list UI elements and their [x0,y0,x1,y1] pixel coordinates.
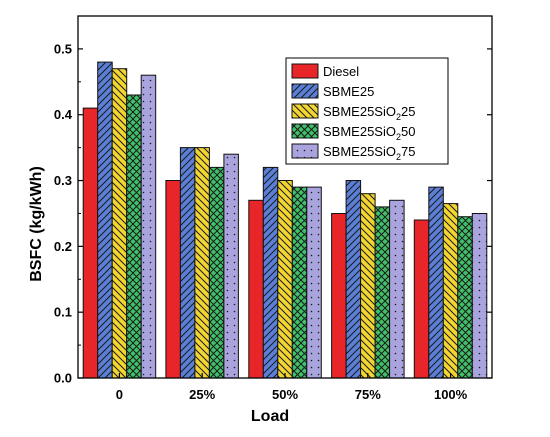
bar-2-2 [179,147,196,379]
bar-4-5 [457,216,473,379]
y-axis-title: BSFC (kg/kWh) [28,166,45,282]
legend-label-4: SBME25SiO250 [323,124,415,142]
bar-2-4 [345,180,362,379]
bar-4-3 [291,186,308,379]
bar-4-4 [374,206,391,379]
legend-label-5: SBME25SiO275 [323,144,415,162]
legend-swatch-2 [291,83,319,99]
x-tick-label: 0 [116,387,123,402]
bar-5-4 [389,199,405,379]
x-tick-label: 100% [434,387,468,402]
y-tick-label: 0.1 [54,305,72,320]
y-tick-label: 0.0 [54,371,72,386]
bar-4-1 [126,94,142,379]
bar-1-1 [82,107,99,379]
axes: 0.0 0.1 0.2 0.3 0.4 0.5 0 25% 50% 75% 100% [54,15,493,402]
bar-1-4 [331,213,347,379]
bar-3-1 [111,68,128,379]
legend-label-2: SBME25 [323,84,374,99]
x-tick-label: 75% [355,387,381,402]
bar-2-3 [262,166,279,379]
bar-3-2 [194,147,210,379]
y-tick-label: 0.3 [54,173,72,188]
bar-3-3 [277,180,293,379]
y-tick-label: 0.4 [54,107,73,122]
y-tick-label: 0.5 [54,41,72,56]
bar-2-5 [428,186,444,379]
legend-swatch-4 [291,123,319,139]
y-tick-label: 0.2 [54,239,72,254]
bar-1-5 [413,219,430,379]
bar-2-1 [97,61,113,379]
bar-1-2 [165,180,181,379]
legend-swatch-5 [291,143,319,159]
x-tick-label: 50% [272,387,298,402]
legend-swatch-3 [291,103,319,119]
bar-5-5 [471,213,488,379]
bar-1-3 [248,199,264,379]
bar-5-3 [306,186,322,379]
legend-swatch-1 [291,63,319,79]
legend: Diesel SBME25 SBME25SiO225 SBME25SiO250 SBME… [285,57,449,165]
bar-3-5 [442,203,459,379]
plot-area [82,61,488,379]
bar-4-2 [208,166,225,379]
x-axis-title: Load [251,408,289,425]
bar-5-2 [223,153,239,379]
legend-label-1: Diesel [323,64,359,79]
bar-3-4 [360,193,376,379]
bar-5-1 [140,74,157,379]
legend-label-3: SBME25SiO225 [323,104,415,122]
x-tick-label: 25% [189,387,215,402]
